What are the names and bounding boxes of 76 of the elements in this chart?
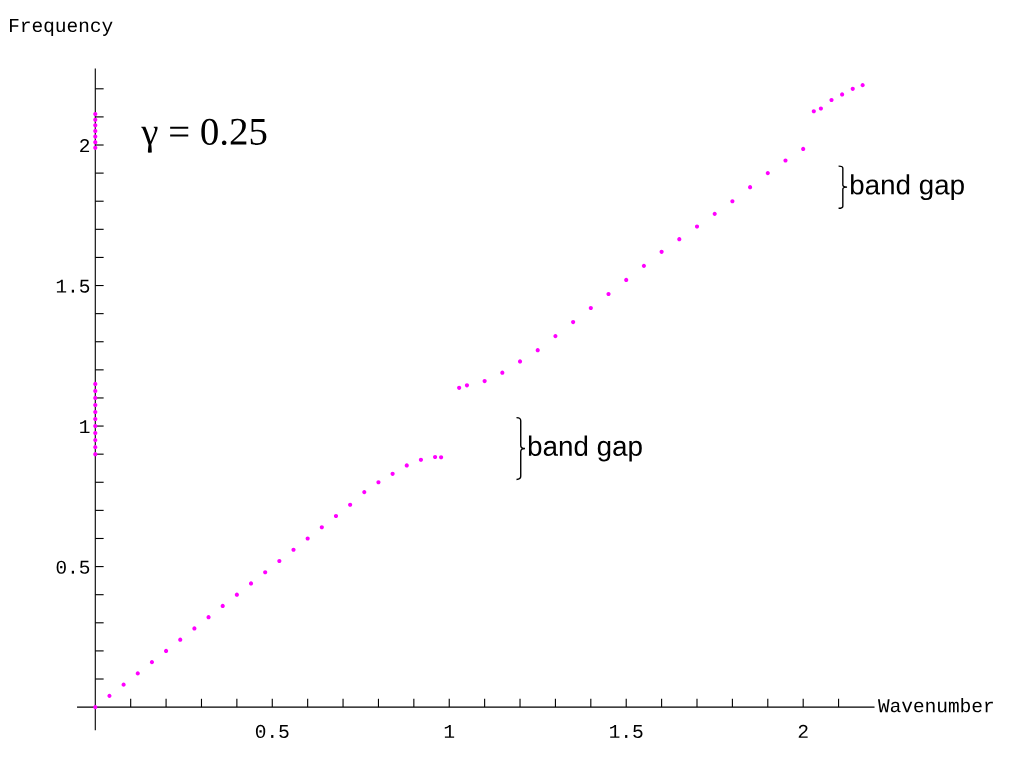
point xyxy=(263,570,268,575)
point xyxy=(811,109,816,114)
point xyxy=(93,431,98,436)
point xyxy=(93,452,98,457)
point xyxy=(93,381,98,386)
point xyxy=(829,97,834,103)
y-tick-label: 0.5 xyxy=(56,560,90,574)
point xyxy=(93,705,98,710)
annotation: band gap xyxy=(528,435,642,462)
point xyxy=(93,402,98,408)
y-tick-label: 1 xyxy=(80,420,90,434)
point xyxy=(535,348,540,353)
point xyxy=(418,457,424,462)
point xyxy=(93,395,98,401)
point xyxy=(135,671,140,676)
point xyxy=(93,423,98,429)
point xyxy=(553,334,558,339)
x-axis-title: Wavenumber xyxy=(877,698,993,713)
point xyxy=(433,454,438,460)
y-axis-title: Frequency xyxy=(10,19,113,36)
point xyxy=(571,319,576,325)
point xyxy=(93,445,98,450)
point xyxy=(319,525,324,530)
point xyxy=(783,158,788,163)
point xyxy=(93,128,98,134)
point xyxy=(659,249,664,254)
point xyxy=(93,117,98,122)
point xyxy=(439,455,444,460)
point xyxy=(517,359,523,364)
point xyxy=(641,263,646,268)
point xyxy=(712,211,717,216)
annotation: γ = 0.25 xyxy=(141,118,267,153)
point xyxy=(801,146,806,152)
point xyxy=(624,277,629,282)
point xyxy=(464,383,470,388)
point xyxy=(93,145,98,150)
x-tick-label: 1.5 xyxy=(610,725,643,739)
y-tick-label: 2 xyxy=(80,139,90,153)
point xyxy=(677,237,682,242)
point xyxy=(348,502,353,507)
point xyxy=(500,370,505,375)
point xyxy=(248,581,254,586)
point xyxy=(850,86,855,91)
point xyxy=(730,199,735,204)
point xyxy=(748,185,753,190)
y-tick-label: 1.5 xyxy=(56,279,90,293)
point xyxy=(234,592,239,597)
point xyxy=(93,123,98,128)
point xyxy=(482,379,487,384)
annotation: band gap xyxy=(850,174,964,201)
point xyxy=(404,463,409,468)
point xyxy=(840,92,845,97)
point xyxy=(178,637,183,642)
x-tick-label: 0.5 xyxy=(255,724,289,739)
x-tick-label: 1 xyxy=(444,725,455,738)
point xyxy=(765,171,770,176)
point xyxy=(164,648,169,653)
point xyxy=(220,603,225,609)
point xyxy=(206,615,211,620)
point xyxy=(93,409,98,415)
point xyxy=(93,112,98,117)
point xyxy=(93,388,98,394)
point xyxy=(390,471,395,476)
point xyxy=(107,693,112,698)
point xyxy=(93,438,98,443)
point xyxy=(93,416,98,422)
point xyxy=(362,490,367,495)
point xyxy=(588,305,593,311)
point xyxy=(291,547,296,552)
point xyxy=(93,140,98,145)
point xyxy=(457,385,462,390)
point xyxy=(860,83,865,88)
point xyxy=(277,558,282,564)
point xyxy=(149,660,155,665)
point xyxy=(818,106,823,111)
x-tick-label: 2 xyxy=(798,724,808,738)
